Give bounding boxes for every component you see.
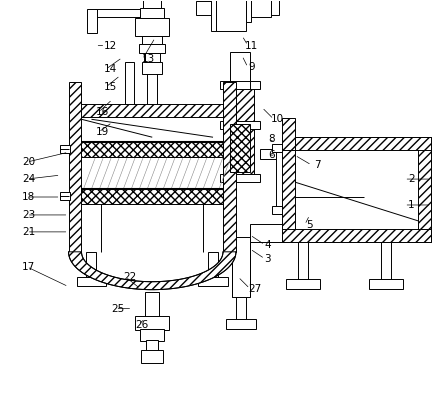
Bar bbox=[125, 62, 134, 104]
Bar bbox=[226, 318, 256, 329]
Text: 15: 15 bbox=[104, 83, 117, 93]
Text: 6: 6 bbox=[269, 150, 275, 160]
Bar bbox=[146, 339, 158, 351]
Bar bbox=[282, 137, 431, 242]
Bar bbox=[82, 83, 223, 252]
Bar bbox=[230, 124, 250, 172]
Bar bbox=[369, 279, 403, 289]
Bar bbox=[272, 144, 292, 152]
Text: 20: 20 bbox=[22, 157, 35, 167]
Bar bbox=[196, 2, 211, 15]
Text: 23: 23 bbox=[22, 210, 36, 220]
Bar bbox=[144, 52, 160, 62]
Bar bbox=[145, 292, 159, 316]
Bar bbox=[59, 192, 70, 200]
Bar bbox=[282, 137, 295, 242]
Bar bbox=[135, 17, 169, 36]
Bar bbox=[232, 237, 250, 297]
Bar bbox=[142, 36, 162, 44]
Bar bbox=[246, 0, 251, 21]
Bar bbox=[68, 83, 82, 252]
Text: 5: 5 bbox=[306, 220, 313, 230]
Bar bbox=[236, 297, 246, 318]
Bar bbox=[82, 189, 223, 204]
Text: 25: 25 bbox=[112, 304, 125, 314]
Bar bbox=[286, 279, 320, 289]
Text: 7: 7 bbox=[314, 160, 321, 170]
Text: 22: 22 bbox=[124, 272, 137, 282]
Bar bbox=[135, 316, 169, 330]
Bar bbox=[142, 62, 162, 74]
Bar bbox=[208, 252, 218, 277]
Bar bbox=[76, 277, 107, 286]
Polygon shape bbox=[68, 252, 236, 290]
Bar bbox=[250, 224, 282, 242]
Bar bbox=[87, 252, 96, 277]
Bar bbox=[87, 9, 97, 33]
Bar bbox=[298, 242, 308, 279]
Bar bbox=[220, 121, 260, 129]
Bar bbox=[220, 81, 260, 89]
Bar bbox=[271, 0, 279, 15]
Text: 2: 2 bbox=[408, 174, 415, 184]
Bar bbox=[147, 27, 157, 104]
Text: 8: 8 bbox=[269, 134, 275, 144]
Text: 14: 14 bbox=[104, 64, 117, 75]
Text: 1: 1 bbox=[408, 200, 415, 210]
Text: 12: 12 bbox=[104, 40, 117, 50]
Text: 27: 27 bbox=[248, 284, 262, 294]
Text: 4: 4 bbox=[265, 240, 271, 250]
Bar bbox=[381, 242, 392, 279]
Bar bbox=[139, 44, 165, 52]
Bar bbox=[220, 174, 260, 182]
Bar bbox=[82, 142, 223, 157]
Bar bbox=[211, 0, 216, 31]
Bar bbox=[216, 0, 246, 31]
Bar bbox=[418, 137, 431, 242]
Bar bbox=[230, 67, 250, 89]
Text: 17: 17 bbox=[22, 262, 36, 272]
Bar bbox=[282, 118, 295, 150]
Bar bbox=[251, 0, 271, 17]
Bar bbox=[141, 351, 163, 363]
Bar bbox=[140, 329, 164, 341]
Bar bbox=[223, 83, 236, 252]
Bar bbox=[282, 229, 431, 242]
Bar bbox=[140, 8, 164, 17]
Text: 10: 10 bbox=[271, 114, 284, 124]
Text: 24: 24 bbox=[22, 174, 36, 184]
Bar bbox=[226, 89, 254, 179]
Text: 26: 26 bbox=[136, 320, 149, 330]
Text: 16: 16 bbox=[96, 107, 109, 117]
Bar bbox=[230, 52, 250, 81]
Text: 21: 21 bbox=[22, 227, 36, 237]
Text: 9: 9 bbox=[249, 62, 255, 73]
Bar bbox=[59, 145, 70, 153]
Text: 13: 13 bbox=[142, 54, 155, 64]
Bar bbox=[198, 277, 228, 286]
Bar bbox=[143, 0, 161, 8]
Text: 11: 11 bbox=[245, 40, 258, 50]
Text: 19: 19 bbox=[96, 127, 109, 137]
Bar bbox=[95, 9, 147, 17]
Text: 3: 3 bbox=[265, 254, 271, 264]
Bar bbox=[260, 149, 282, 159]
Bar bbox=[282, 137, 431, 150]
Bar bbox=[272, 206, 292, 214]
Text: 18: 18 bbox=[22, 192, 36, 202]
Bar bbox=[68, 104, 236, 117]
Bar bbox=[276, 149, 288, 209]
